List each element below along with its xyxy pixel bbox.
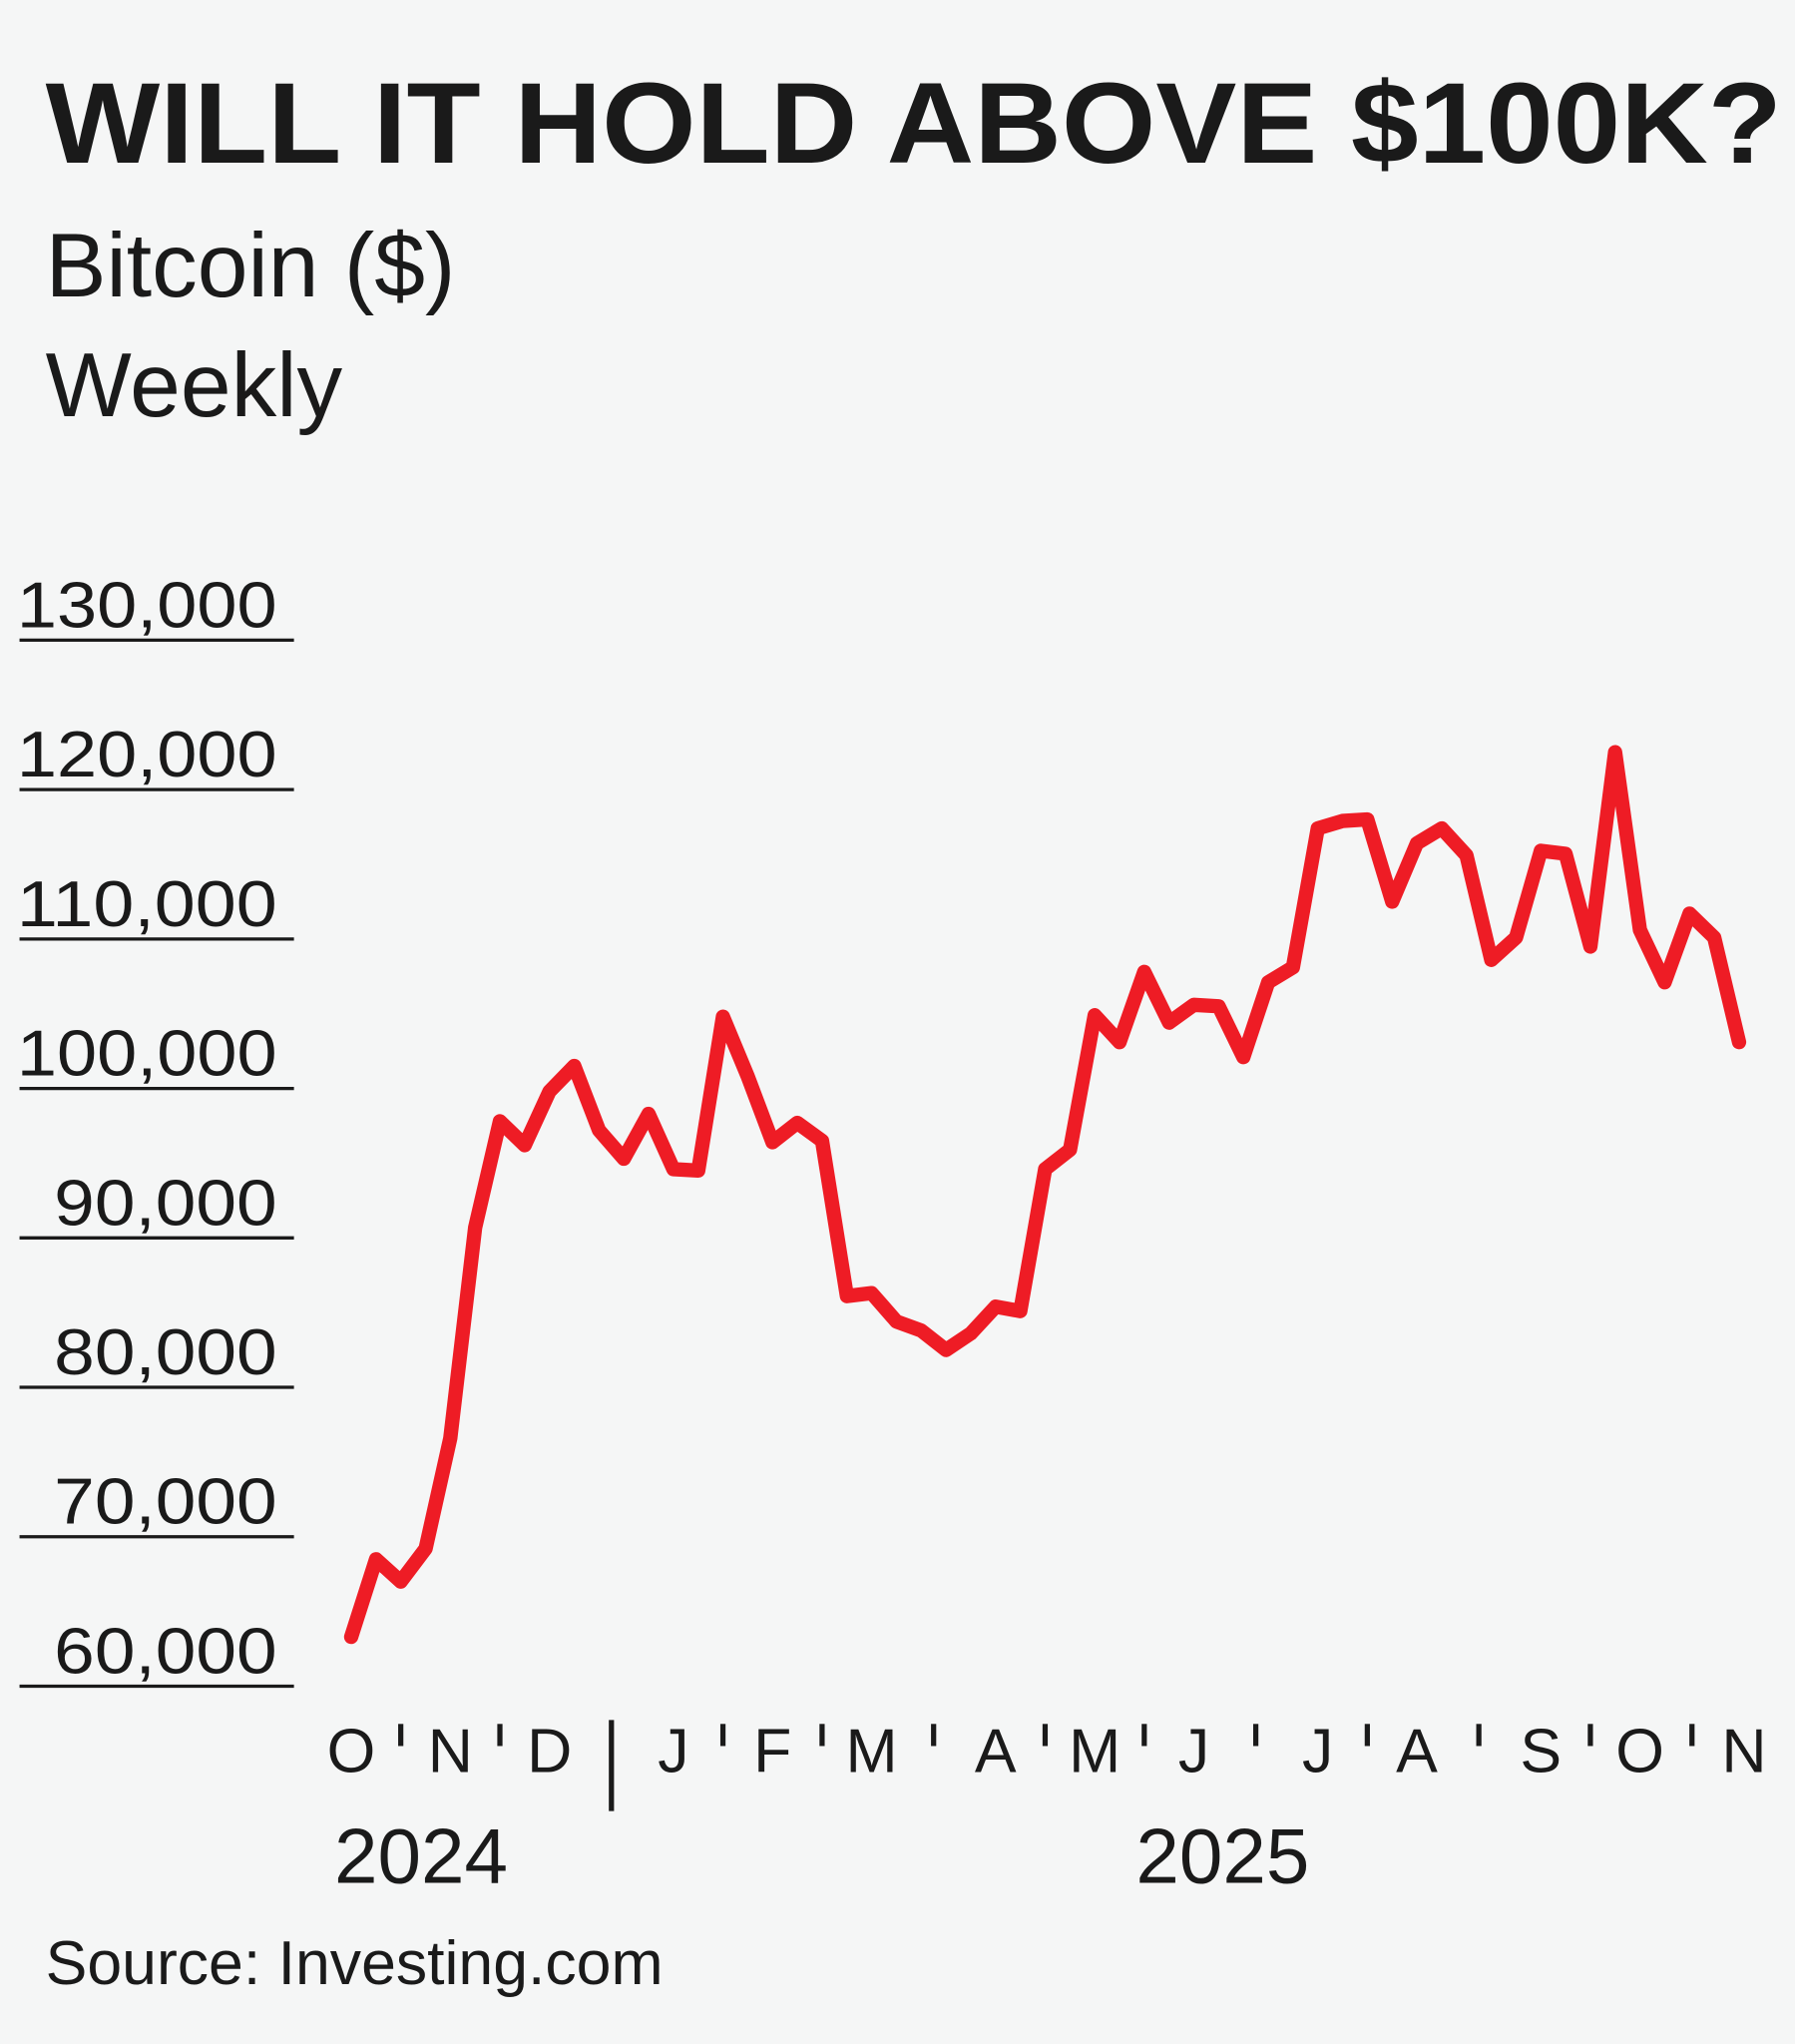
x-tick-label: M [846, 1717, 898, 1787]
chart-subtitle: Bitcoin ($) [46, 215, 456, 316]
y-tick-label: 60,000 [54, 1614, 276, 1687]
y-tick-label: 110,000 [17, 867, 277, 940]
x-tick-label: N [1721, 1717, 1766, 1787]
chart-title: WILL IT HOLD ABOVE $100K? [46, 60, 1782, 188]
x-tick-label: J [1178, 1717, 1209, 1787]
x-tick-label: J [1302, 1717, 1333, 1787]
price-line [343, 745, 1747, 1645]
y-tick-label: 80,000 [54, 1315, 276, 1388]
x-tick-label: D [527, 1717, 572, 1787]
x-tick-label: A [975, 1717, 1017, 1787]
y-tick-label: 90,000 [54, 1166, 276, 1239]
frequency-label: Weekly [46, 334, 343, 436]
y-tick-label: 70,000 [54, 1465, 276, 1538]
x-tick-label: S [1520, 1717, 1562, 1787]
x-tick-label: M [1069, 1717, 1121, 1787]
x-tick-label: N [428, 1717, 473, 1787]
year-label: 2024 [334, 1811, 508, 1899]
year-label: 2025 [1135, 1811, 1309, 1899]
x-tick-label: O [1615, 1717, 1664, 1787]
x-tick-label: J [658, 1717, 688, 1787]
x-tick-label: A [1396, 1717, 1438, 1787]
x-tick-label: F [753, 1717, 791, 1787]
x-tick-label: O [327, 1717, 376, 1787]
y-tick-label: 100,000 [17, 1017, 277, 1090]
y-tick-label: 120,000 [17, 718, 277, 790]
y-tick-label: 130,000 [17, 568, 277, 641]
source-note: Source: Investing.com [46, 1928, 664, 1998]
